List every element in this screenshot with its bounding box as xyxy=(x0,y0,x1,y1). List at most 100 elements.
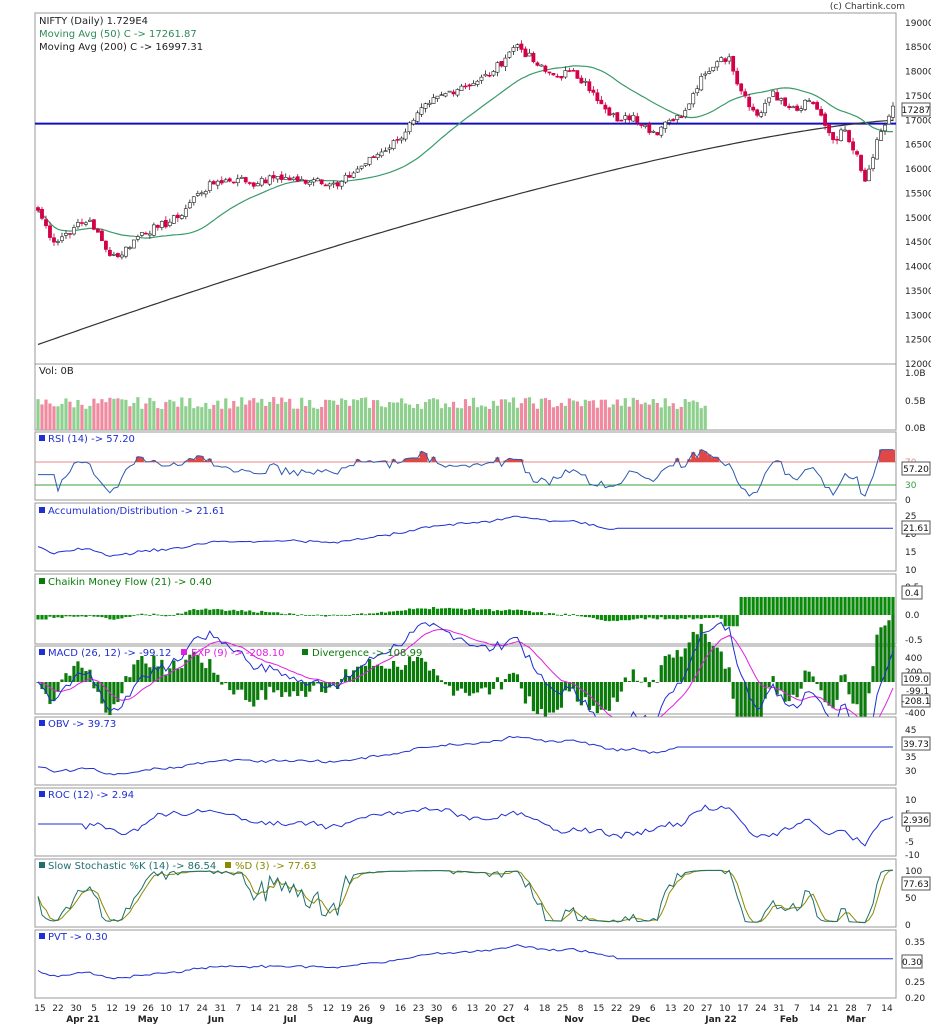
macd-histogram-bar xyxy=(651,679,655,682)
cmf-bar xyxy=(172,615,176,616)
macd-histogram-bar xyxy=(811,676,815,682)
macd-histogram-bar xyxy=(791,682,795,695)
price-tick-14000: 14000 xyxy=(905,263,931,273)
candle xyxy=(183,208,188,217)
candle xyxy=(563,70,568,78)
cmf-bar xyxy=(376,612,380,615)
volume-bar xyxy=(459,408,464,430)
volume-bar xyxy=(260,398,264,430)
cmf-bar xyxy=(631,615,635,620)
macd-histogram-bar xyxy=(176,668,180,682)
macd-last-box-1 xyxy=(901,672,931,686)
candle xyxy=(491,71,496,76)
candle xyxy=(535,62,540,66)
macd-histogram-bar xyxy=(795,682,799,698)
candle xyxy=(403,131,408,140)
cmf-bar xyxy=(567,614,571,616)
obv-legend: OBV -> 39.73 xyxy=(48,719,116,730)
cmf-bar xyxy=(859,597,863,615)
candle xyxy=(155,225,160,228)
macd-histogram-bar xyxy=(819,682,823,691)
cmf-bar xyxy=(36,615,40,620)
volume-bar xyxy=(112,398,116,430)
macd-histogram-bar xyxy=(479,682,484,689)
candle xyxy=(711,66,716,71)
macd-histogram-bar xyxy=(847,682,851,695)
macd-legend-swatch-3 xyxy=(302,649,308,655)
volume-bar xyxy=(503,399,508,430)
cmf-bar xyxy=(607,615,611,622)
x-month-label: May xyxy=(138,1015,159,1024)
macd-histogram-bar xyxy=(575,682,579,702)
cmf-bar xyxy=(292,613,296,615)
volume-bar xyxy=(308,399,312,430)
volume-bar xyxy=(579,406,583,430)
macd-histogram-bar xyxy=(387,668,392,682)
candle xyxy=(847,130,851,143)
obv-last-box xyxy=(901,736,931,751)
volume-bar xyxy=(583,399,587,430)
x-day-label: 14 xyxy=(881,1004,893,1014)
macd-histogram-bar xyxy=(663,656,667,682)
cmf-bar xyxy=(487,609,492,615)
candles xyxy=(36,40,895,260)
cmf-bar xyxy=(519,610,524,615)
obv-line xyxy=(37,735,893,776)
cmf-bar xyxy=(663,615,667,620)
candle xyxy=(423,103,428,109)
macd-histogram-bar xyxy=(264,682,268,700)
macd-histogram-bar xyxy=(531,682,536,712)
ad-line xyxy=(37,515,893,557)
cmf-bar xyxy=(831,597,835,615)
volume-bar xyxy=(403,403,408,430)
cmf-bar xyxy=(871,597,875,615)
stoch-tick-100: 100 xyxy=(905,867,922,877)
pvt-line xyxy=(37,944,893,980)
cmf-bar xyxy=(60,615,64,619)
volume-bar xyxy=(100,399,104,430)
macd-histogram-bar xyxy=(879,627,883,682)
candle xyxy=(811,101,815,105)
cmf-bar xyxy=(148,615,152,616)
cmf-bar xyxy=(344,615,348,616)
cmf-bar xyxy=(887,597,891,615)
macd-histogram-bar xyxy=(859,682,863,725)
volume-bar xyxy=(599,399,603,430)
cmf-bar xyxy=(463,609,468,615)
cmf-bar xyxy=(747,597,751,615)
macd-histogram-bar xyxy=(427,670,432,682)
macd-histogram-bar xyxy=(216,674,220,682)
cmf-bar xyxy=(140,613,144,615)
volume-bar xyxy=(104,402,108,430)
macd-histogram-bar xyxy=(76,661,80,682)
macd-histogram-bar xyxy=(763,682,767,699)
x-day-label: 18 xyxy=(539,1004,551,1014)
volume-bar xyxy=(236,406,240,430)
x-day-label: 17 xyxy=(737,1004,748,1014)
candle xyxy=(363,163,368,166)
macd-histogram-bar xyxy=(439,680,444,682)
candle xyxy=(96,229,100,233)
macd-histogram-bar xyxy=(659,665,663,682)
cmf-bar xyxy=(236,611,240,615)
macd-histogram-bar xyxy=(120,682,124,694)
candle xyxy=(407,122,412,133)
x-month-label: Sep xyxy=(424,1015,444,1024)
cmf-bar xyxy=(256,612,260,615)
ad-tick-10: 10 xyxy=(905,566,917,576)
cmf-bar xyxy=(803,597,807,615)
ad-last-value: 21.61 xyxy=(903,524,929,534)
volume-tick-2: 0.5B xyxy=(905,397,926,407)
volume-bar xyxy=(52,406,56,430)
candle xyxy=(171,215,176,224)
volume-bar xyxy=(395,402,400,430)
candle xyxy=(199,192,204,195)
macd-histogram-bar xyxy=(547,682,552,713)
cmf-bar xyxy=(411,609,416,615)
cmf-bar xyxy=(184,611,188,615)
volume-bar xyxy=(411,407,416,430)
cmf-bar xyxy=(152,613,156,615)
volume-bar xyxy=(479,405,484,430)
x-day-label: 28 xyxy=(287,1004,299,1014)
